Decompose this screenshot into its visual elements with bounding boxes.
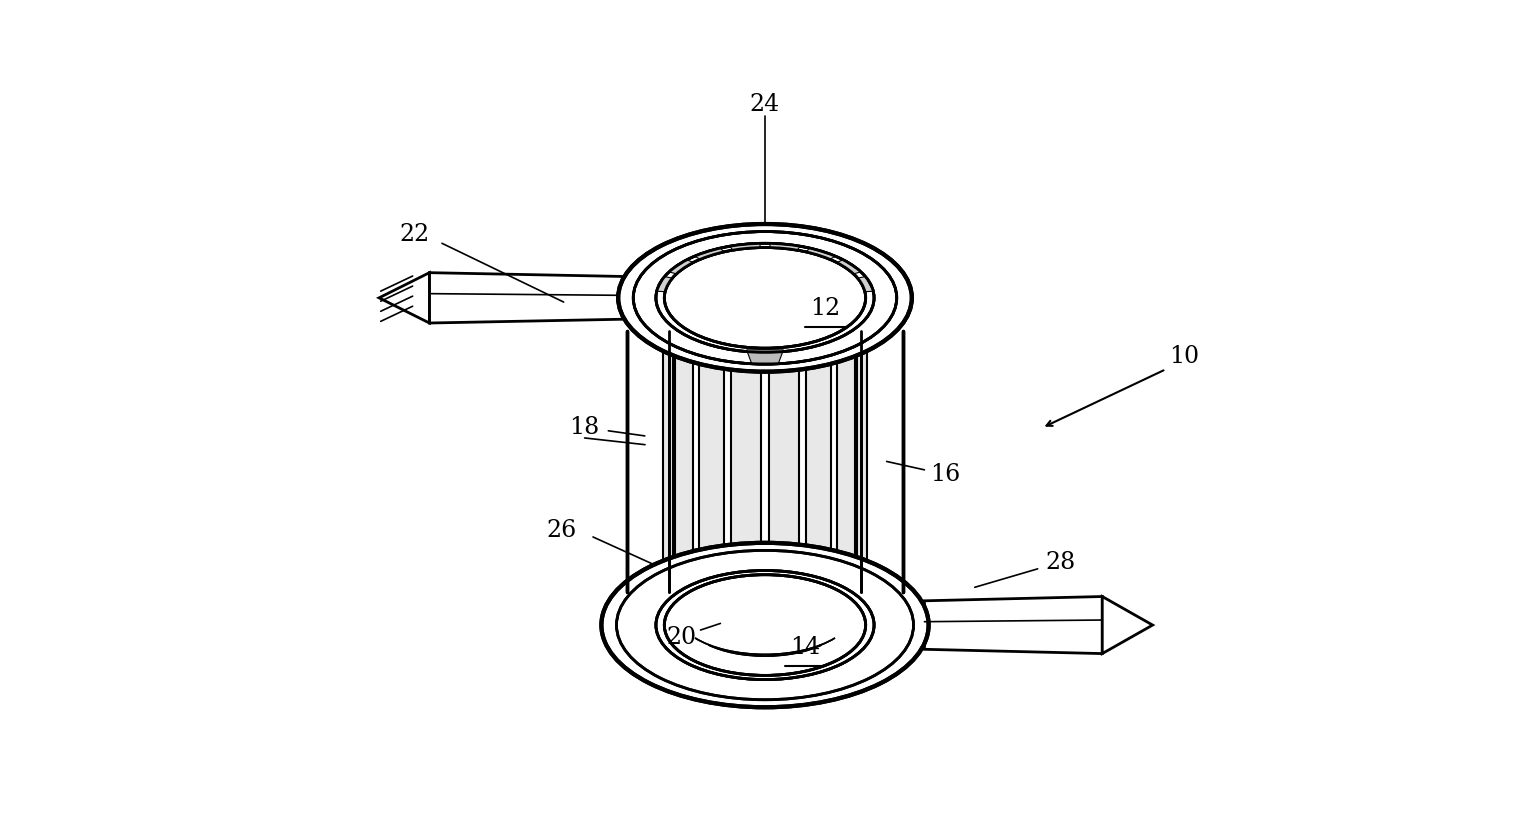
Polygon shape <box>837 259 861 274</box>
Ellipse shape <box>664 575 866 675</box>
Ellipse shape <box>618 224 912 372</box>
Polygon shape <box>747 350 783 363</box>
Text: 14: 14 <box>789 636 820 659</box>
Polygon shape <box>837 331 855 591</box>
Text: 18: 18 <box>569 416 600 440</box>
Polygon shape <box>662 331 673 591</box>
Text: 28: 28 <box>1045 550 1076 574</box>
Polygon shape <box>430 273 623 323</box>
Polygon shape <box>731 331 760 591</box>
Polygon shape <box>675 331 693 591</box>
Text: 26: 26 <box>546 519 577 542</box>
Polygon shape <box>669 259 693 274</box>
Text: 10: 10 <box>1169 345 1200 368</box>
Ellipse shape <box>601 543 929 707</box>
Ellipse shape <box>633 232 897 364</box>
Polygon shape <box>730 243 760 250</box>
Ellipse shape <box>664 248 866 348</box>
Polygon shape <box>806 248 835 259</box>
Text: 16: 16 <box>930 462 961 486</box>
Polygon shape <box>770 243 800 250</box>
Polygon shape <box>379 273 430 323</box>
Polygon shape <box>806 331 831 591</box>
Polygon shape <box>924 597 1102 654</box>
Ellipse shape <box>656 243 874 352</box>
Polygon shape <box>770 331 799 591</box>
Polygon shape <box>656 277 672 292</box>
Polygon shape <box>695 248 724 259</box>
Ellipse shape <box>656 571 874 680</box>
Text: 12: 12 <box>811 297 840 320</box>
Polygon shape <box>857 331 868 591</box>
Text: 24: 24 <box>750 93 780 117</box>
Text: 22: 22 <box>399 223 430 247</box>
Text: 20: 20 <box>666 626 696 649</box>
Polygon shape <box>627 331 903 591</box>
Polygon shape <box>858 277 874 292</box>
Polygon shape <box>699 331 724 591</box>
Polygon shape <box>1102 597 1152 654</box>
